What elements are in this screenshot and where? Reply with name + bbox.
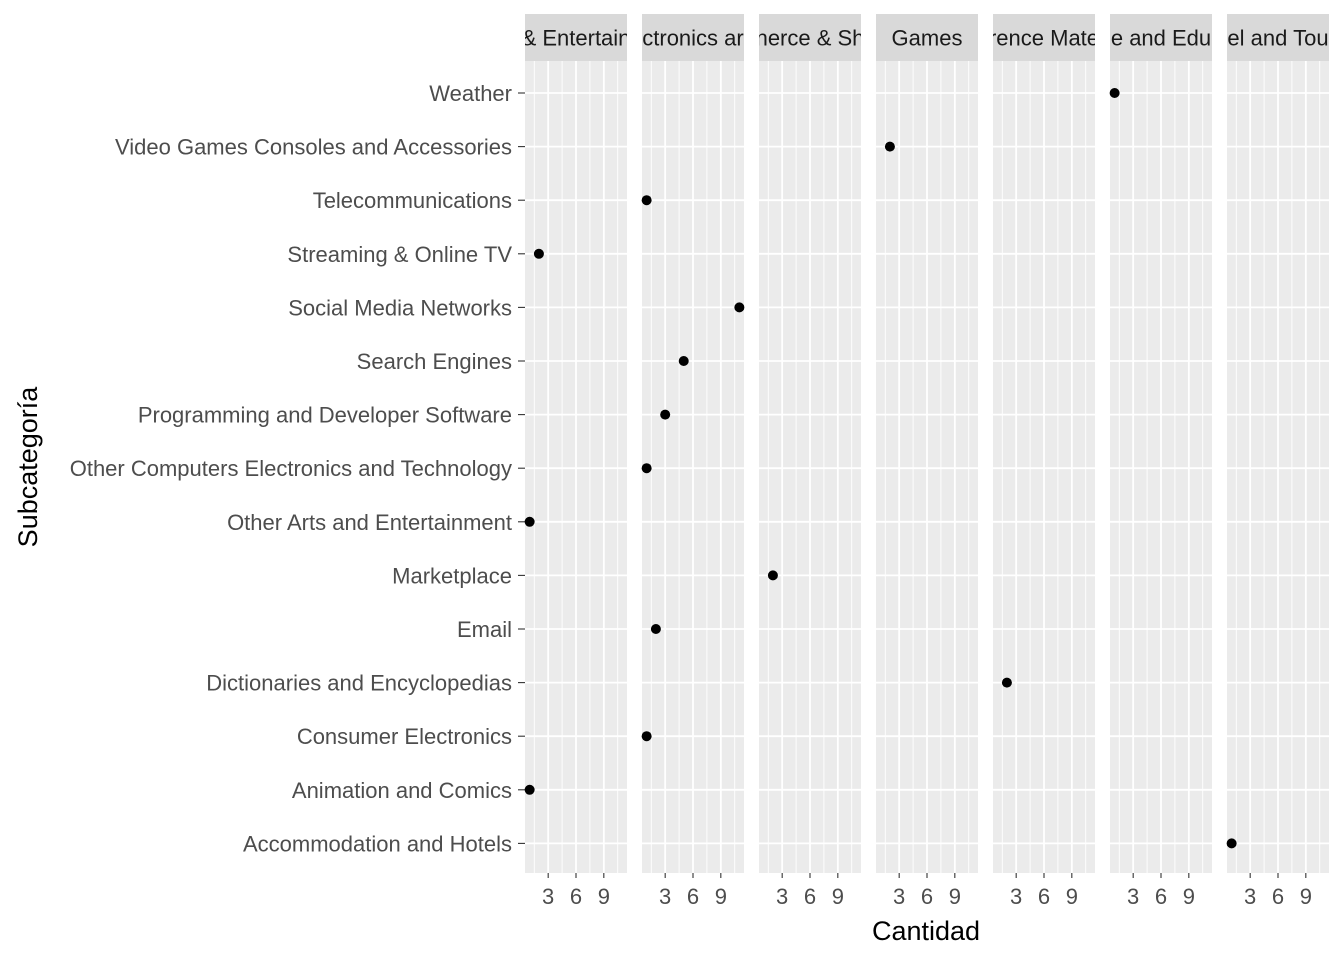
y-tick-label: Other Computers Electronics and Technolo… [70,456,512,481]
x-tick-label: 3 [1244,884,1256,909]
y-tick-label: Social Media Networks [288,295,512,320]
facet-strip [525,14,627,61]
x-tick-label: 3 [1127,884,1139,909]
x-tick-label: 6 [687,884,699,909]
y-tick-label: Video Games Consoles and Accessories [115,135,512,160]
facet-strip [876,14,978,61]
facet-strip-label: el and Tou [1227,26,1328,51]
x-tick-label: 3 [542,884,554,909]
data-points [524,88,1237,849]
y-tick-label: Consumer Electronics [297,724,512,749]
y-tick-label: Other Arts and Entertainment [227,510,512,535]
facet-strip [1227,14,1329,61]
y-axis-title: Subcategoría [13,386,43,548]
facet-strip-label: & Entertain [522,26,631,51]
y-tick-label: Marketplace [392,563,512,588]
facet-panel: e and Edu 3 6 9 [1110,14,1212,909]
x-axis-title: Cantidad [872,916,980,946]
x-tick-label: 9 [1066,884,1078,909]
y-tick-label: Weather [429,81,512,106]
data-point [884,141,895,152]
data-point [533,248,544,259]
data-point [524,516,535,527]
x-tick-label: 3 [776,884,788,909]
data-point [524,784,535,795]
x-tick-label: 6 [1272,884,1284,909]
x-tick-label: 3 [659,884,671,909]
x-tick-label: 3 [1010,884,1022,909]
facet-panel: nerce & Sh 3 6 9 [756,14,865,909]
y-tick-label: Animation and Comics [292,778,512,803]
data-point [650,624,661,634]
data-point [1001,677,1012,688]
y-axis-ticks: Weather Video Games Consoles and Accessor… [70,81,525,856]
facet-panel: & Entertain 3 6 9 [522,14,631,909]
facet-strip-label: nerce & Sh [756,26,865,51]
x-tick-label: 6 [804,884,816,909]
data-point [1109,88,1120,98]
y-tick-label: Search Engines [357,349,512,374]
x-tick-label: 9 [715,884,727,909]
x-tick-label: 3 [893,884,905,909]
facet-panel: Games 3 6 9 [876,14,978,909]
data-point [678,356,689,366]
x-tick-label: 6 [921,884,933,909]
y-tick-label: Dictionaries and Encyclopedias [206,671,512,696]
data-point [767,570,778,581]
data-point [641,195,652,206]
facet-strip [642,14,744,61]
x-tick-label: 9 [1183,884,1195,909]
facet-panel: el and Tou 3 6 9 [1227,14,1329,909]
x-tick-label: 9 [598,884,610,909]
facet-strip-label: ctronics ar [642,26,743,51]
data-point [660,409,671,420]
x-tick-label: 9 [949,884,961,909]
facet-strip-label: Games [892,26,963,51]
facet-panel: ctronics ar 3 6 9 [642,14,744,909]
facet-strip-label: e and Edu [1111,26,1211,51]
y-tick-label: Accommodation and Hotels [243,831,512,856]
x-tick-label: 6 [570,884,582,909]
facet-strip [759,14,861,61]
y-tick-label: Programming and Developer Software [138,403,512,428]
y-tick-label: Email [457,617,512,642]
facet-strip [993,14,1095,61]
y-tick-label: Telecommunications [313,188,512,213]
y-tick-label: Streaming & Online TV [287,242,512,267]
data-point [641,463,652,474]
facet-strip [1110,14,1212,61]
facet-strip-label: rence Mate [989,26,1099,51]
data-point [641,731,652,742]
facet-panel: rence Mate 3 6 9 [989,14,1099,909]
x-tick-label: 6 [1038,884,1050,909]
x-tick-label: 9 [1300,884,1312,909]
data-point [1226,838,1237,849]
data-point [734,302,745,313]
x-tick-label: 9 [832,884,844,909]
x-tick-label: 6 [1155,884,1167,909]
